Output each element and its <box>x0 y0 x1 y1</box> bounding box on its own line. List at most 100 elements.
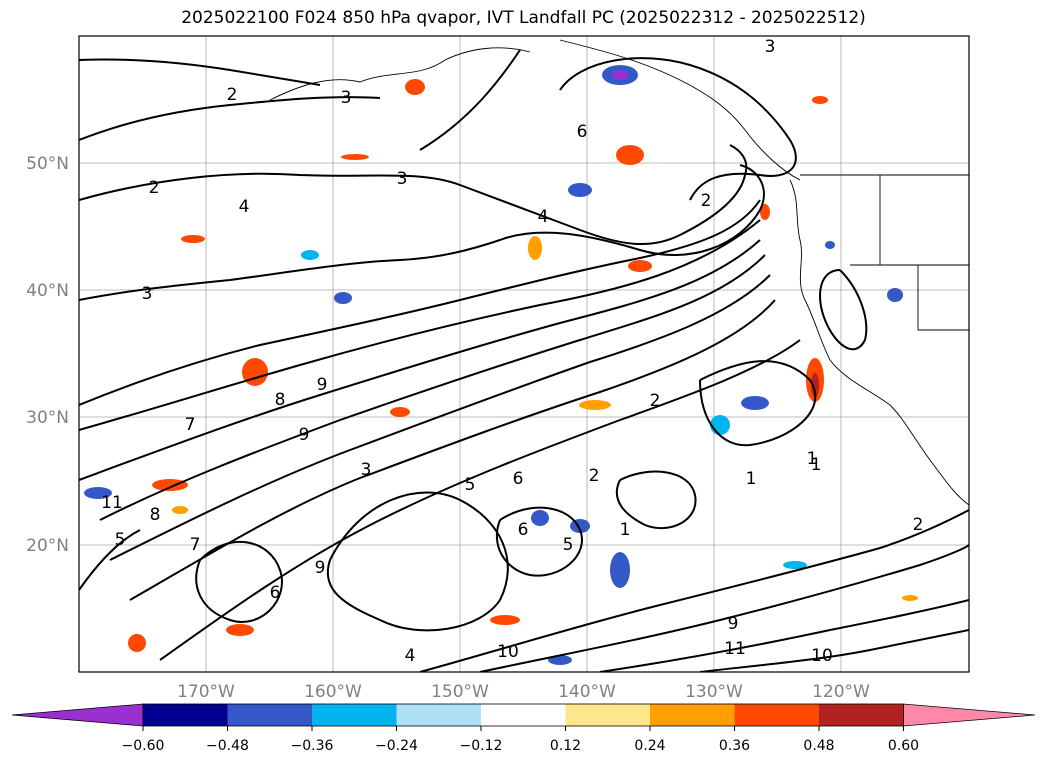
contour-line <box>419 509 969 672</box>
colorbar-swatch <box>396 704 482 726</box>
contour-line <box>195 541 283 623</box>
colorbar-tick-label: −0.48 <box>206 738 249 754</box>
contour-line <box>79 199 761 406</box>
lon-tick-label: 140°W <box>558 682 616 702</box>
contour-line <box>99 254 766 521</box>
contour-label: 4 <box>538 207 549 227</box>
qvapor-positive-blob <box>760 204 770 220</box>
figure-title: 2025022100 F024 850 hPa qvapor, IVT Land… <box>181 8 866 28</box>
colorbar-tick-label: 0.24 <box>634 738 665 754</box>
colorbar-swatch <box>143 704 228 726</box>
qvapor-positive-blob <box>226 624 254 636</box>
qvapor-positive-blob <box>152 479 188 491</box>
qvapor-negative-blob <box>568 183 592 197</box>
contour-label: 11 <box>101 493 123 513</box>
contour-label: 2 <box>149 178 160 198</box>
lat-tick-label: 30°N <box>26 408 69 428</box>
contour-line <box>327 491 509 632</box>
contour-label: 2 <box>913 515 924 535</box>
lon-tick-label: 120°W <box>812 682 870 702</box>
qvapor-positive-blob <box>902 595 918 601</box>
contour-line <box>79 219 761 431</box>
lon-tick-labels: 170°W 160°W 150°W 140°W 130°W 120°W <box>177 682 870 702</box>
qvapor-positive-blob <box>628 260 652 272</box>
colorbar-swatch <box>227 704 313 726</box>
colorbar-swatches <box>11 703 1036 727</box>
contour-label: 7 <box>185 415 196 435</box>
contour-label: 9 <box>299 425 310 445</box>
contour-line <box>559 57 797 201</box>
qvapor-positive-blob <box>390 407 410 417</box>
qvapor-negative-blob <box>741 396 769 410</box>
colorbar: −0.60 −0.48 −0.36 −0.24 −0.12 0.12 0.24 0.36 0.4… <box>11 703 1036 754</box>
contour-label: 2 <box>589 466 600 486</box>
colorbar-extend-low <box>11 703 144 727</box>
contour-label: 5 <box>563 535 574 555</box>
contour-label: 3 <box>765 37 776 57</box>
qvapor-negative-blob <box>84 487 112 499</box>
contour-label: 4 <box>405 646 416 666</box>
contour-label: 9 <box>315 558 326 578</box>
contour-line <box>79 239 761 481</box>
contour-label: 8 <box>150 505 161 525</box>
ivt-contours <box>79 49 969 672</box>
lon-tick-label: 160°W <box>304 682 362 702</box>
qvapor-positive-blob <box>812 96 828 104</box>
map-background <box>79 36 969 672</box>
lat-tick-label: 20°N <box>26 536 69 556</box>
contour-label: 1 <box>807 449 818 469</box>
contour-line <box>819 269 868 351</box>
contour-label: 4 <box>239 197 250 217</box>
qvapor-negative-blob <box>334 292 352 304</box>
qvapor-positive-blob <box>181 235 205 243</box>
contour-label: 3 <box>397 169 408 189</box>
qvapor-positive-blob <box>528 236 542 260</box>
contour-label: 5 <box>115 530 126 550</box>
contour-line <box>495 506 583 577</box>
colorbar-swatch <box>819 704 904 726</box>
contour-label: 2 <box>650 391 661 411</box>
contour-line <box>79 529 141 591</box>
qvapor-negative-blob <box>783 561 807 569</box>
contour-line <box>79 164 765 301</box>
colorbar-ticks: −0.60 −0.48 −0.36 −0.24 −0.12 0.12 0.24 0.36 0.4… <box>122 726 919 754</box>
contour-label: 10 <box>811 646 833 666</box>
colorbar-swatch <box>312 704 397 726</box>
contour-line <box>615 470 697 530</box>
lat-tick-label: 50°N <box>26 154 69 174</box>
colorbar-tick-label: −0.36 <box>291 738 334 754</box>
colorbar-tick-label: 0.60 <box>888 738 919 754</box>
contour-label: 1 <box>620 520 631 540</box>
lon-tick-label: 130°W <box>685 682 743 702</box>
qvapor-negative-blob <box>710 415 730 435</box>
contour-label: 6 <box>577 122 588 142</box>
contour-label: 2 <box>701 191 712 211</box>
qvapor-positive-blob <box>172 506 188 514</box>
north-america-coastline <box>789 179 969 506</box>
contour-label: 2 <box>227 85 238 105</box>
contour-line <box>79 96 381 141</box>
lat-tick-labels: 50°N 40°N 30°N 20°N <box>26 154 69 556</box>
contour-line <box>599 599 969 672</box>
contour-line <box>129 299 776 601</box>
contour-label: 3 <box>142 284 153 304</box>
colorbar-tick-label: 0.36 <box>719 738 750 754</box>
contour-label: 6 <box>518 520 529 540</box>
contour-label: 3 <box>361 460 372 480</box>
contour-label: 5 <box>465 475 476 495</box>
qvapor-positive-blob <box>579 400 611 410</box>
contour-line <box>79 58 321 86</box>
contour-label: 1 <box>811 455 822 475</box>
qvapor-positive-blob <box>128 634 146 652</box>
contour-label: 11 <box>724 639 746 659</box>
coastlines <box>269 39 969 506</box>
colorbar-frame <box>142 703 904 727</box>
colorbar-tick-label: 0.48 <box>803 738 834 754</box>
contour-line <box>699 629 969 672</box>
lon-tick-label: 170°W <box>177 682 235 702</box>
qvapor-negative-blob <box>825 241 835 249</box>
contour-label: 3 <box>341 88 352 108</box>
contour-line <box>79 144 748 245</box>
